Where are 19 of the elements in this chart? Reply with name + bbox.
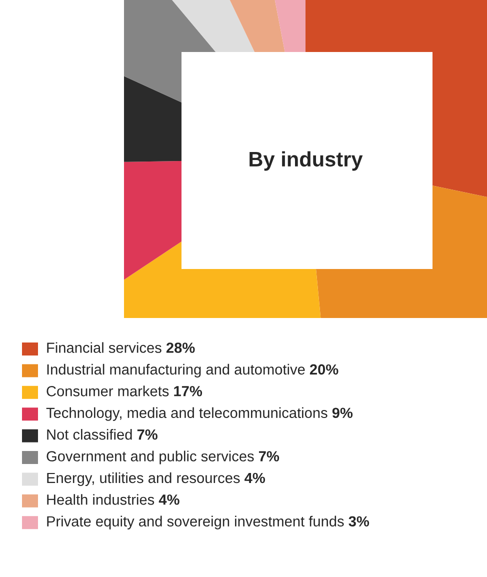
data-label: 4% — [158, 494, 180, 505]
data-label: 20% — [310, 364, 338, 375]
legend-label: Consumer markets — [46, 386, 169, 396]
text: By industry — [250, 151, 363, 171]
legend-label: Energy, utilities and resources — [47, 472, 240, 486]
legend-label: Health industries — [47, 494, 154, 505]
legend-label: Private equity and sovereign investment funds — [47, 516, 344, 530]
data-label: 3% — [348, 516, 370, 527]
legend-label: Industrial manufacturing and automotive — [47, 364, 305, 378]
legend-label: Financial services — [47, 342, 162, 353]
data-label: 9% — [332, 408, 353, 418]
legend-label: Government and public services — [46, 450, 254, 464]
data-label: 4% — [244, 472, 266, 484]
data-label: 28% — [166, 342, 195, 353]
legend-label: Technology, media and telecommunications — [46, 407, 328, 421]
data-label: 7% — [258, 451, 280, 462]
legend-label: Not classified — [47, 429, 132, 440]
data-label: 17% — [174, 386, 202, 396]
data-label: 7% — [137, 429, 158, 440]
